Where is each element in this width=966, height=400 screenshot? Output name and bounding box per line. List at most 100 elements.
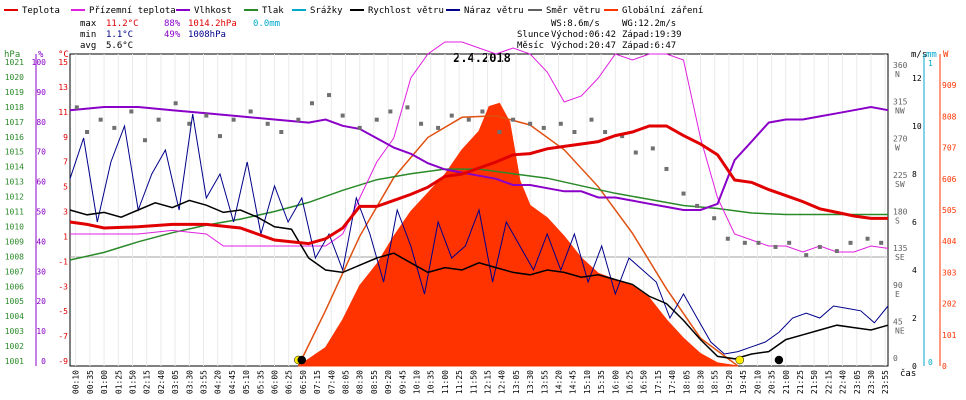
x-tick-label: 08:55 — [370, 370, 379, 394]
x-tick-label: 11:00 — [441, 370, 450, 394]
stats-sunrise: Východ:06:42 — [551, 30, 616, 40]
hpa-tick-label: 1010 — [5, 222, 24, 231]
wind-tick-label: 2 — [912, 314, 917, 323]
stats-wg: WG:12.2m/s — [622, 19, 676, 29]
x-tick-label: 16:50 — [640, 370, 649, 394]
wind-direction-point — [511, 117, 516, 122]
hpa-tick-label: 1009 — [5, 237, 24, 246]
hpa-tick-label: 1006 — [5, 282, 24, 291]
x-tick-label: 21:25 — [796, 370, 805, 394]
temp-tick-label: 1 — [63, 232, 68, 241]
x-tick-label: 20:10 — [753, 370, 762, 394]
humidity-line — [69, 105, 889, 211]
stats-avg-temp: 5.6°C — [106, 41, 133, 51]
wind-direction-point — [74, 105, 79, 110]
legend-smer: Směr větru — [546, 6, 600, 16]
wind-tick-label: 12 — [912, 74, 922, 83]
legend-vlhkost: Vlhkost — [194, 6, 232, 16]
radiation-tick-label: 303 — [942, 268, 957, 277]
x-tick-label: 15:10 — [583, 370, 592, 394]
hpa-tick-label: 1004 — [5, 312, 24, 321]
x-tick-label: 22:40 — [839, 370, 848, 394]
hpa-tick-label: 1013 — [5, 178, 24, 187]
wind-direction-point — [436, 125, 441, 130]
moonset-marker — [297, 355, 307, 365]
direction-tick-name: N — [895, 70, 900, 79]
axis-title-ms: m/s — [911, 50, 927, 60]
x-tick-label: 13:05 — [512, 370, 521, 394]
direction-tick-name: W — [895, 143, 900, 152]
wind-direction-point — [742, 240, 747, 245]
wind-direction-point — [725, 236, 730, 241]
radiation-tick-label: 909 — [942, 81, 957, 90]
rain-tick-label: 0 — [928, 358, 933, 367]
wind-tick-label: 6 — [912, 218, 917, 227]
wind-direction-point — [112, 125, 117, 130]
x-tick-label: 01:25 — [114, 370, 123, 394]
humidity-tick-label: 80 — [36, 118, 46, 127]
stats-min-press: 1008hPa — [188, 30, 226, 40]
x-tick-label: 01:50 — [129, 370, 138, 394]
temp-tick-label: -7 — [58, 332, 68, 341]
stats-max-press: 1014.2hPa — [188, 19, 237, 29]
wind-direction-point — [187, 121, 192, 126]
plot-area — [69, 41, 889, 367]
radiation-area — [298, 102, 739, 367]
stats-ws: WS:8.6m/s — [551, 19, 600, 29]
x-tick-label: 05:35 — [256, 370, 265, 394]
temp-tick-label: -1 — [58, 257, 68, 266]
x-tick-label: 14:20 — [555, 370, 564, 394]
x-tick-label: 17:40 — [668, 370, 677, 394]
wind-direction-point — [98, 117, 103, 122]
direction-tick-label: 180 — [893, 208, 908, 217]
direction-tick-label: 0 — [893, 354, 898, 363]
stats-moonset: Západ:6:47 — [622, 41, 676, 51]
direction-tick-label: 360 — [893, 61, 908, 70]
legend-zareni: Globální záření — [622, 6, 703, 16]
x-tick-label: 07:15 — [313, 370, 322, 394]
hpa-tick-label: 1014 — [5, 163, 24, 172]
legend-tlak: Tlak — [262, 6, 284, 16]
temp-tick-label: 7 — [63, 158, 68, 167]
x-tick-label: 08:30 — [356, 370, 365, 394]
wind-direction-point — [650, 146, 655, 151]
temp-tick-label: 13 — [58, 83, 68, 92]
x-tick-label: 09:20 — [384, 370, 393, 394]
rain-tick-label: 1 — [928, 59, 933, 68]
hpa-tick-label: 1003 — [5, 327, 24, 336]
hpa-tick-label: 1020 — [5, 73, 24, 82]
x-tick-label: 17:15 — [654, 370, 663, 394]
temp-tick-label: -3 — [58, 282, 68, 291]
wind-direction-point — [85, 130, 90, 134]
x-tick-label: 06:00 — [271, 370, 280, 394]
direction-tick-name: E — [895, 290, 900, 299]
sunset-marker — [735, 355, 744, 365]
temperature-line — [69, 124, 888, 246]
hpa-tick-label: 1008 — [5, 252, 24, 261]
wind-tick-label: 4 — [912, 266, 917, 275]
wind-direction-point — [879, 240, 884, 245]
wind-direction-point — [449, 113, 454, 118]
wind-tick-label: 8 — [912, 170, 917, 179]
wind-gust-line — [69, 113, 889, 355]
humidity-tick-label: 20 — [36, 297, 46, 306]
legend-srazky: Srážky — [310, 6, 343, 16]
direction-tick-label: 315 — [893, 98, 908, 107]
wind-direction-point — [865, 236, 870, 241]
x-tick-label: 06:50 — [299, 370, 308, 394]
humidity-tick-label: 90 — [36, 88, 46, 97]
x-tick-label: 00:10 — [72, 370, 81, 394]
wind-direction-point — [231, 117, 236, 122]
x-tick-label: 06:25 — [285, 370, 294, 394]
stats-max-hum: 88% — [164, 19, 181, 29]
x-tick-label: 23:55 — [881, 370, 890, 394]
axis-title-time: čas — [900, 368, 916, 379]
wind-direction-point — [620, 134, 625, 139]
x-tick-label: 20:35 — [768, 370, 777, 394]
x-tick-label: 04:45 — [228, 370, 237, 394]
wind-direction-point — [817, 244, 822, 249]
x-tick-label: 11:25 — [455, 370, 464, 394]
moonrise-marker — [774, 355, 784, 365]
stats-moonrise: Východ:20:47 — [551, 41, 616, 51]
wind-direction-point — [497, 130, 502, 134]
